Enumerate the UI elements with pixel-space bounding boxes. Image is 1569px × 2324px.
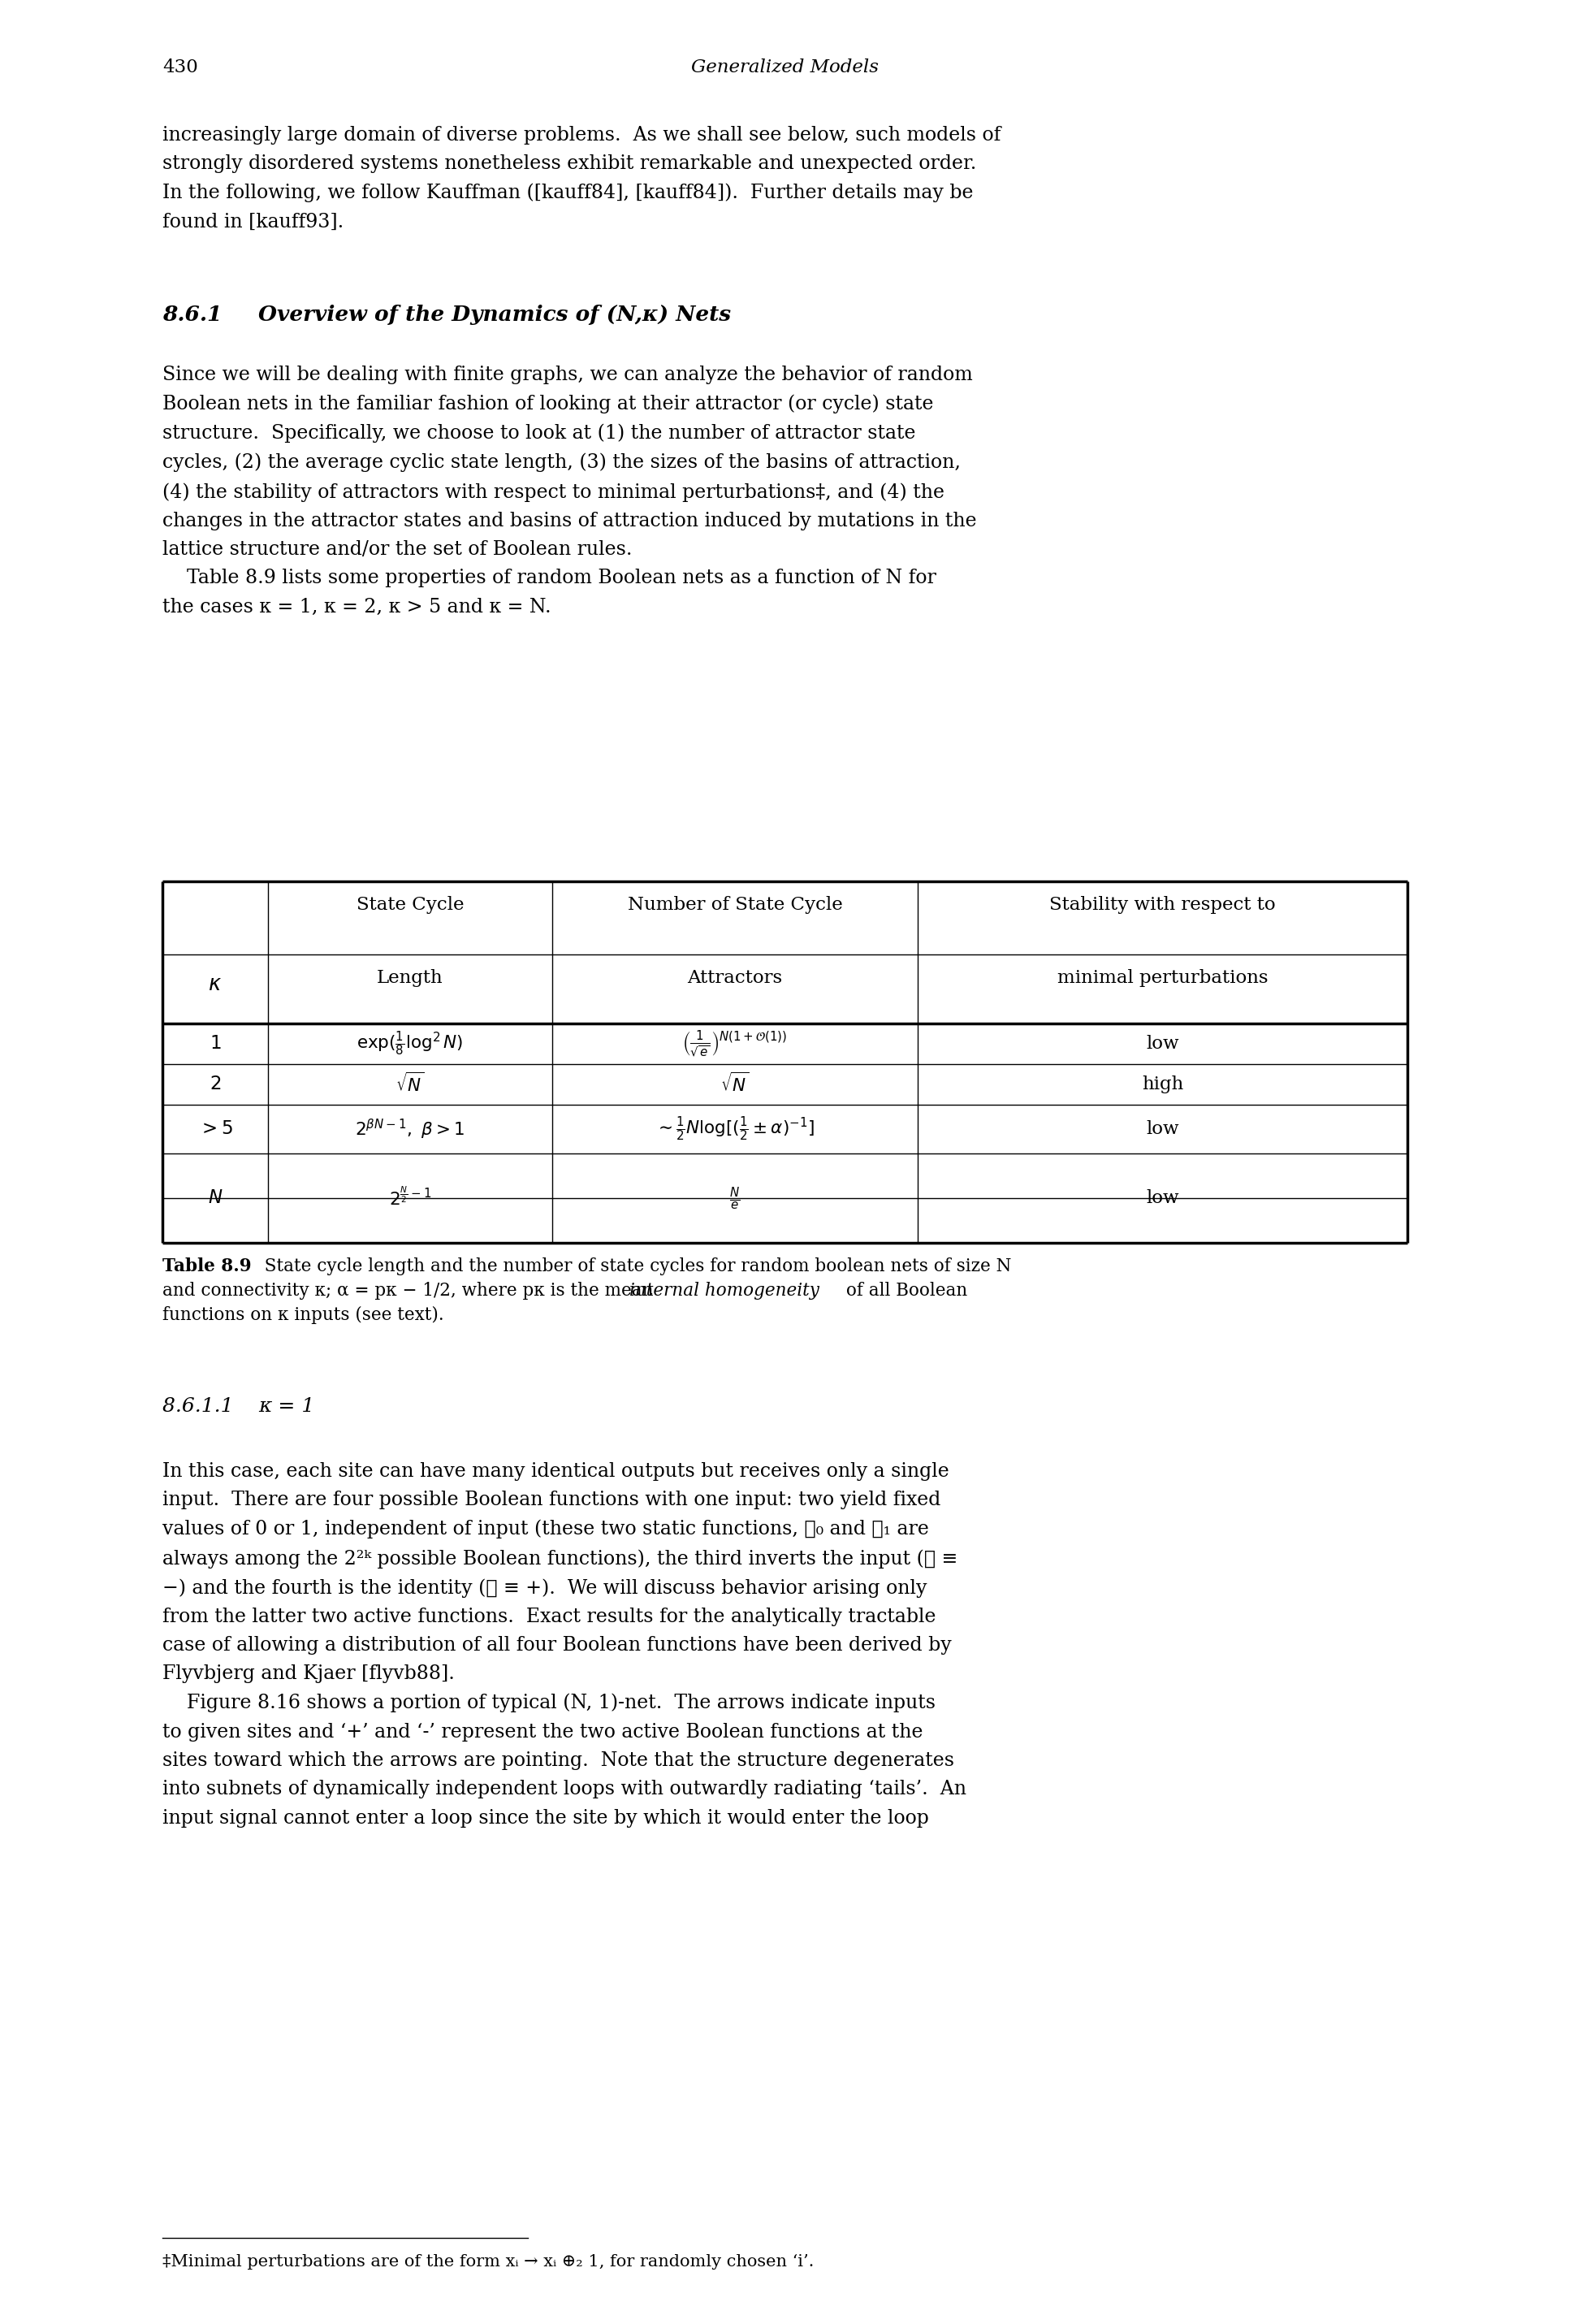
Text: minimal perturbations: minimal perturbations [1056,969,1268,988]
Text: Attractors: Attractors [687,969,781,988]
Text: $\exp(\frac{1}{8}\log^2 N)$: $\exp(\frac{1}{8}\log^2 N)$ [356,1030,463,1057]
Text: 8.6.1: 8.6.1 [162,304,245,325]
Text: increasingly large domain of diverse problems.  As we shall see below, such mode: increasingly large domain of diverse pro… [162,125,1001,230]
Text: 430: 430 [162,58,198,77]
Text: $\frac{N}{e}$: $\frac{N}{e}$ [730,1185,741,1211]
Text: State Cycle: State Cycle [356,897,464,913]
Text: In this case, each site can have many identical outputs but receives only a sing: In this case, each site can have many id… [162,1462,967,1827]
Text: Since we will be dealing with finite graphs, we can analyze the behavior of rand: Since we will be dealing with finite gra… [162,365,976,616]
Text: Stability with respect to: Stability with respect to [1048,897,1276,913]
Text: $1$: $1$ [209,1034,221,1053]
Text: $2^{\beta N-1},\ \beta>1$: $2^{\beta N-1},\ \beta>1$ [355,1118,464,1141]
Text: low: low [1145,1190,1178,1206]
Text: high: high [1141,1076,1183,1092]
Text: $\sim \frac{1}{2}N\log[(\frac{1}{2}\pm\alpha)^{-1}]$: $\sim \frac{1}{2}N\log[(\frac{1}{2}\pm\a… [654,1116,814,1143]
Text: $\left(\frac{1}{\sqrt{e}}\right)^{N(1+\mathcal{O}(1))}$: $\left(\frac{1}{\sqrt{e}}\right)^{N(1+\m… [683,1030,788,1060]
Text: $2$: $2$ [209,1076,221,1092]
Text: κ = 1: κ = 1 [259,1397,314,1415]
Text: low: low [1145,1034,1178,1053]
Text: functions on κ inputs (see text).: functions on κ inputs (see text). [162,1306,444,1325]
Text: Table 8.9: Table 8.9 [162,1257,251,1276]
Text: of all Boolean: of all Boolean [839,1283,967,1299]
Text: 8.6.1.1: 8.6.1.1 [162,1397,253,1415]
Text: internal homogeneity: internal homogeneity [629,1283,819,1299]
Text: Generalized Models: Generalized Models [690,58,879,77]
Text: ‡Minimal perturbations are of the form xᵢ → xᵢ ⊕₂ 1, for randomly chosen ‘i’.: ‡Minimal perturbations are of the form x… [162,2254,814,2271]
Text: $N$: $N$ [207,1190,223,1206]
Text: $\sqrt{N}$: $\sqrt{N}$ [395,1074,424,1097]
Text: State cycle length and the number of state cycles for random boolean nets of siz: State cycle length and the number of sta… [253,1257,1010,1276]
Text: Number of State Cycle: Number of State Cycle [628,897,843,913]
Text: and connectivity κ; α = pκ − 1/2, where pκ is the mean: and connectivity κ; α = pκ − 1/2, where … [162,1283,659,1299]
Text: Length: Length [377,969,442,988]
Text: $>5$: $>5$ [198,1120,232,1139]
Text: low: low [1145,1120,1178,1139]
Text: $2^{\frac{N}{2}-1}$: $2^{\frac{N}{2}-1}$ [389,1188,431,1208]
Text: $\kappa$: $\kappa$ [209,974,223,995]
Text: Overview of the Dynamics of (N,κ) Nets: Overview of the Dynamics of (N,κ) Nets [259,304,731,325]
Text: $\sqrt{N}$: $\sqrt{N}$ [720,1074,748,1097]
